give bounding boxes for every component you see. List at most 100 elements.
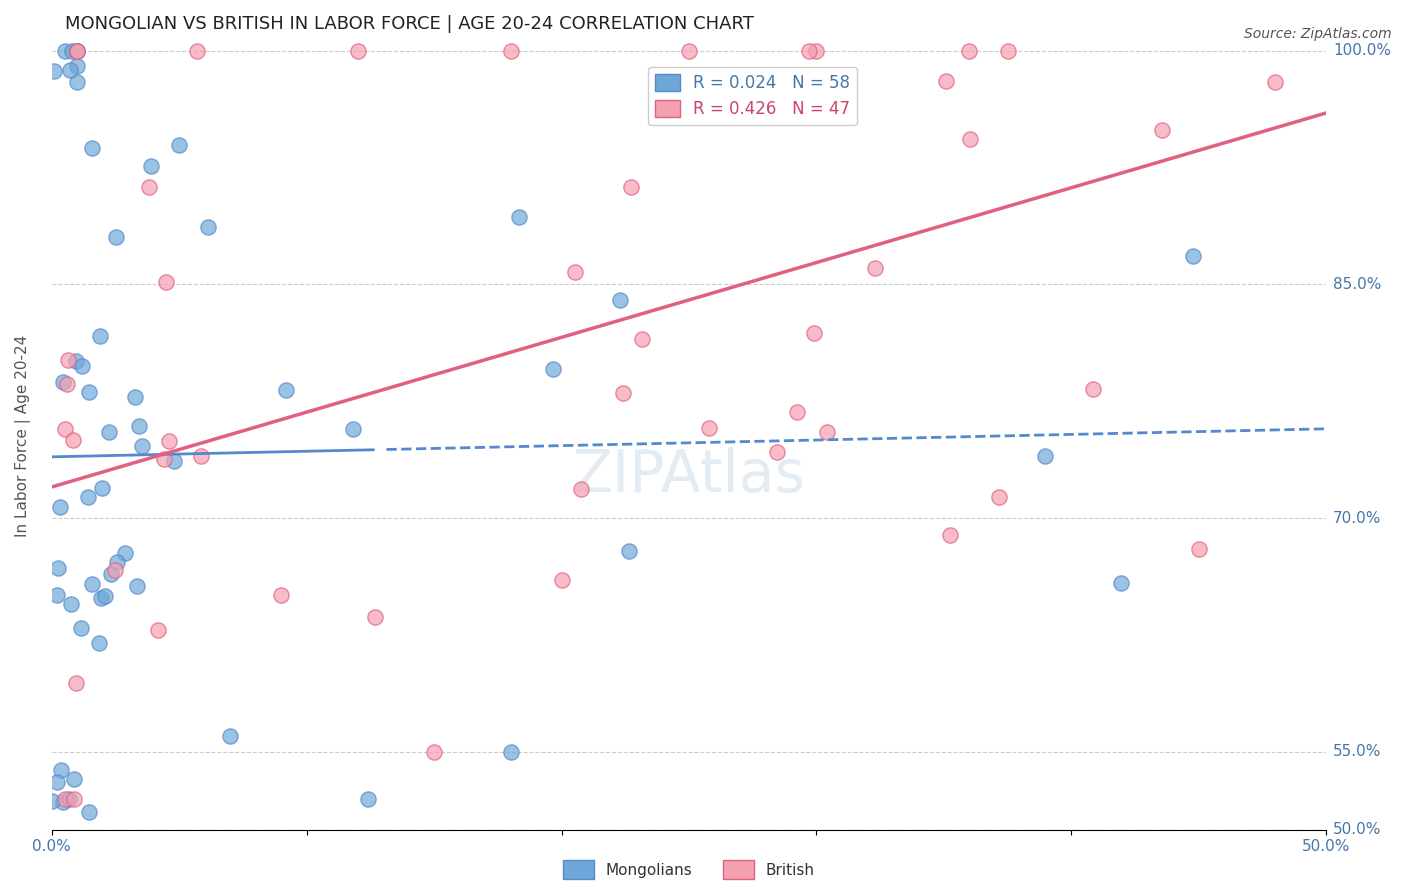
Mongolians	[60, 44, 83, 58]
Mongolians	[41, 795, 63, 809]
British	[423, 745, 446, 759]
British	[620, 180, 643, 194]
British	[186, 44, 208, 58]
Mongolians	[499, 745, 522, 759]
Mongolians	[77, 491, 100, 505]
British	[62, 434, 84, 448]
British	[550, 574, 572, 588]
British	[499, 44, 522, 58]
Text: MONGOLIAN VS BRITISH IN LABOR FORCE | AGE 20-24 CORRELATION CHART: MONGOLIAN VS BRITISH IN LABOR FORCE | AG…	[65, 15, 754, 33]
Text: 70.0%: 70.0%	[1333, 510, 1381, 525]
Text: 85.0%: 85.0%	[1333, 277, 1381, 292]
British	[63, 791, 86, 805]
Mongolians	[98, 425, 121, 439]
Mongolians	[91, 482, 114, 496]
British	[786, 405, 808, 419]
Mongolians	[65, 353, 87, 368]
British	[153, 452, 176, 467]
British	[66, 44, 89, 58]
British	[53, 791, 76, 805]
Mongolians	[66, 44, 89, 58]
British	[364, 609, 387, 624]
British	[346, 44, 368, 58]
Mongolians	[357, 792, 380, 806]
Text: 50.0%: 50.0%	[1333, 822, 1381, 838]
Mongolians	[66, 59, 89, 73]
British	[806, 44, 828, 58]
British	[58, 353, 80, 368]
Mongolians	[82, 577, 104, 591]
British	[997, 44, 1019, 58]
Mongolians	[619, 544, 641, 558]
Mongolians	[127, 579, 149, 593]
British	[765, 445, 787, 459]
Mongolians	[197, 220, 219, 235]
British	[803, 326, 825, 340]
Mongolians	[1181, 249, 1204, 263]
British	[157, 434, 180, 449]
British	[797, 44, 820, 58]
British	[138, 180, 160, 194]
Mongolians	[52, 375, 75, 389]
British	[1152, 122, 1174, 136]
British	[190, 449, 212, 463]
Mongolians	[1033, 449, 1056, 463]
British	[612, 385, 634, 400]
Text: ZIPAtlas: ZIPAtlas	[572, 447, 806, 504]
Mongolians	[60, 597, 83, 611]
Mongolians	[342, 422, 364, 436]
Mongolians	[167, 138, 190, 153]
British	[569, 482, 592, 496]
British	[959, 132, 981, 146]
Mongolians	[94, 589, 117, 603]
Mongolians	[44, 64, 66, 78]
Mongolians	[609, 293, 631, 307]
British	[270, 588, 292, 602]
British	[564, 265, 586, 279]
British	[678, 44, 700, 58]
Mongolians	[66, 75, 89, 89]
British	[988, 490, 1011, 504]
Mongolians	[163, 453, 186, 467]
Mongolians	[48, 500, 70, 515]
Mongolians	[87, 636, 110, 650]
Mongolians	[70, 359, 93, 374]
Mongolians	[276, 384, 298, 398]
British	[697, 420, 720, 434]
Mongolians	[541, 361, 564, 376]
Text: 100.0%: 100.0%	[1333, 43, 1391, 58]
British	[148, 623, 170, 637]
Mongolians	[100, 567, 122, 582]
Mongolians	[104, 230, 127, 244]
Mongolians	[139, 159, 162, 173]
Mongolians	[1109, 576, 1132, 591]
British	[815, 425, 838, 439]
Mongolians	[508, 210, 530, 224]
British	[155, 275, 177, 289]
Mongolians	[80, 141, 103, 155]
British	[939, 528, 962, 542]
Mongolians	[79, 384, 101, 399]
Mongolians	[219, 729, 242, 743]
Mongolians	[124, 390, 146, 404]
Mongolians	[90, 591, 112, 605]
Text: Source: ZipAtlas.com: Source: ZipAtlas.com	[1244, 27, 1392, 41]
British	[863, 261, 886, 276]
Mongolians	[66, 44, 89, 58]
Mongolians	[105, 555, 128, 569]
Text: 55.0%: 55.0%	[1333, 744, 1381, 759]
British	[957, 44, 980, 58]
Y-axis label: In Labor Force | Age 20-24: In Labor Force | Age 20-24	[15, 335, 31, 537]
British	[53, 422, 76, 436]
Mongolians	[52, 795, 75, 809]
British	[1188, 542, 1211, 557]
Mongolians	[77, 805, 100, 820]
Mongolians	[89, 329, 111, 343]
British	[56, 376, 79, 391]
Mongolians	[128, 419, 150, 434]
Mongolians	[45, 588, 67, 602]
Mongolians	[45, 775, 67, 789]
British	[65, 676, 87, 690]
Mongolians	[131, 439, 153, 453]
Mongolians	[114, 546, 136, 560]
